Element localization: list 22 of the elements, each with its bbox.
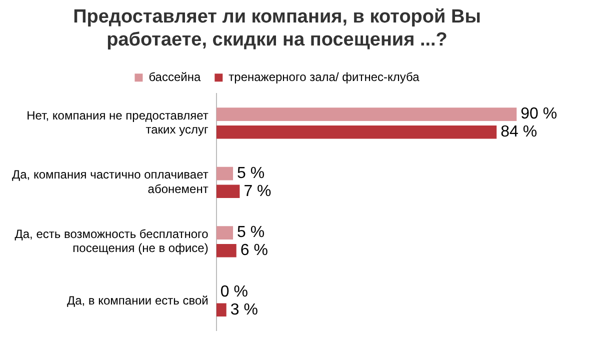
chart-title: Предоставляет ли компания, в которой Вы работаете, скидки на посещения ...? [73,6,481,50]
data-label: 3 % [230,301,258,318]
bar [216,125,497,139]
y-tick-label: Да, есть возможность бесплатного посещения (не в офисе) [14,226,209,256]
bar [216,226,234,240]
y-tick-label: Да, компания частично оплачивает абонемент [12,168,209,196]
data-label: 6 % [240,242,268,260]
data-label: 7 % [244,182,272,200]
data-label: 5 % [237,164,265,182]
bar [216,166,234,180]
legend-label: бассейна [148,70,201,84]
y-tick-label: Нет, компания не предоставляет таких услуг [26,108,209,137]
y-tick-label: Да, в компании есть свой [66,293,208,308]
legend-label: тренажерного зала/ фитнес-клуба [228,70,420,84]
data-label: 0 % [220,283,248,300]
data-label: 90 % [520,106,558,123]
data-label: 5 % [237,224,265,242]
bar [216,184,240,198]
bar [216,108,517,122]
data-label: 84 % [500,124,538,141]
bar [216,303,226,317]
bar [216,244,236,258]
